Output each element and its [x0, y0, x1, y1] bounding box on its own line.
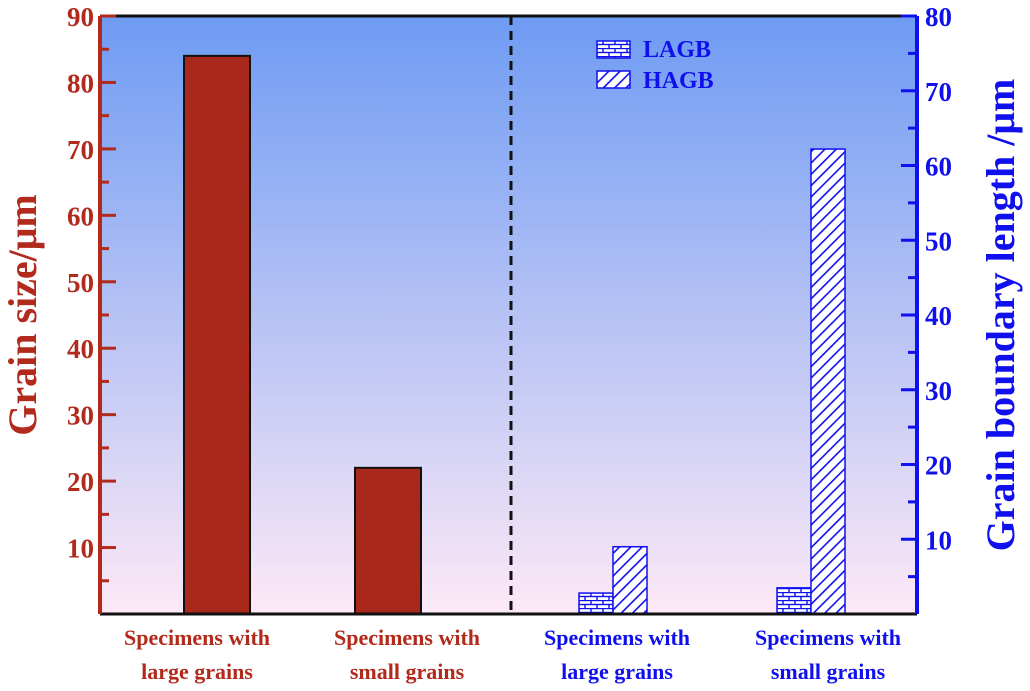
lagb-bar [776, 587, 812, 615]
left-axis-tick-label: 40 [67, 334, 94, 364]
right-axis-tick-label: 80 [925, 2, 952, 32]
category-label-blue-2-line1: Specimens with [755, 625, 901, 650]
left-axis-tick-label: 20 [67, 467, 94, 497]
left-axis-ticks: 10 20 30 40 50 60 70 80 90 [67, 2, 116, 583]
legend-swatch-lagb [596, 40, 631, 59]
right-axis-tick-label: 40 [925, 301, 952, 331]
right-axis-tick-label: 60 [925, 152, 952, 182]
grain-size-bar [354, 466, 422, 616]
hagb-bar [810, 148, 846, 615]
left-axis-tick-label: 50 [67, 268, 94, 298]
legend-swatch-hagb [596, 70, 631, 89]
legend-label-lagb: LAGB [643, 37, 711, 63]
left-axis-label: Grain size/μm [0, 194, 45, 436]
category-label-blue-1-line2: large grains [561, 659, 673, 684]
category-label-red-2-line2: small grains [350, 659, 465, 684]
hagb-bar [612, 545, 648, 615]
category-labels: Specimens with large grains Specimens wi… [124, 625, 901, 684]
left-axis-tick-label: 70 [67, 135, 94, 165]
right-axis-tick-label: 20 [925, 451, 952, 481]
right-axis-tick-label: 10 [925, 525, 952, 555]
right-axis-tick-label: 50 [925, 226, 952, 256]
category-label-red-1-line1: Specimens with [124, 625, 270, 650]
left-axis-tick-label: 80 [67, 68, 94, 98]
bars-layer [183, 54, 846, 616]
lagb-bar [578, 592, 614, 615]
right-axis-ticks: 10 20 30 40 50 60 70 80 [901, 2, 952, 579]
category-label-blue-2-line2: small grains [771, 659, 886, 684]
grain-size-bar [183, 54, 251, 616]
left-axis-tick-label: 10 [67, 534, 94, 564]
left-axis-tick-label: 90 [67, 2, 94, 32]
right-axis-tick-label: 30 [925, 376, 952, 406]
legend-label-hagb: HAGB [643, 68, 714, 94]
right-axis-label: Grain boundary length /μm [978, 79, 1023, 552]
left-axis-tick-label: 60 [67, 201, 94, 231]
category-label-red-1-line2: large grains [141, 659, 253, 684]
right-axis-tick-label: 70 [925, 77, 952, 107]
legend: LAGB HAGB [596, 37, 714, 94]
category-label-blue-1-line1: Specimens with [544, 625, 690, 650]
category-label-red-2-line1: Specimens with [334, 625, 480, 650]
left-axis-tick-label: 30 [67, 401, 94, 431]
